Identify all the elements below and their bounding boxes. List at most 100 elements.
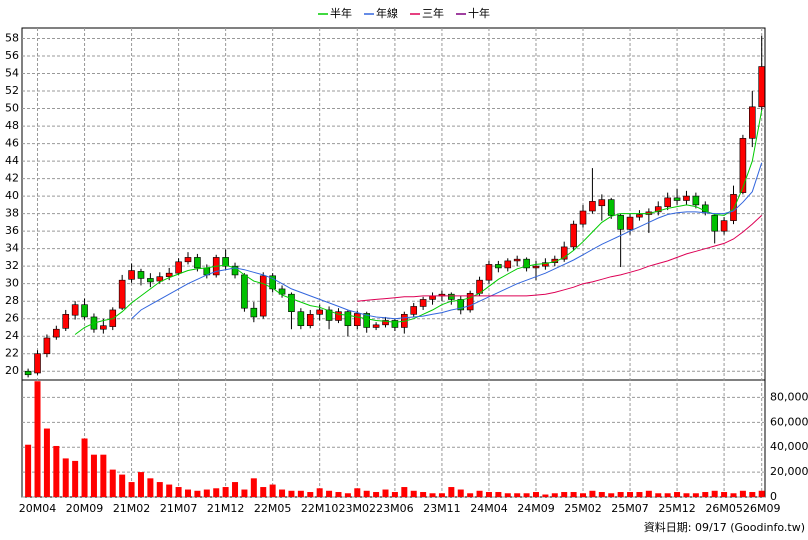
- volume-bar: [702, 492, 709, 497]
- volume-panel: [21, 379, 766, 498]
- volume-bar: [457, 489, 464, 497]
- x-tick-label: 24M04: [470, 502, 508, 515]
- y-tick-label: 54: [5, 67, 19, 80]
- candle-body: [165, 272, 173, 277]
- volume-bar: [382, 489, 389, 497]
- volume-bar: [401, 487, 408, 497]
- source-note: 資料日期: 09/17 (Goodinfo.tw): [644, 520, 805, 534]
- x-tick-label: 22M05: [254, 502, 292, 515]
- y-tick-label: 26: [5, 312, 19, 325]
- volume-bar: [81, 438, 88, 497]
- volume-bar: [730, 493, 737, 497]
- candle-body: [410, 306, 418, 315]
- candle-body: [542, 262, 549, 267]
- y-tick-label: 44: [5, 154, 19, 167]
- y-tick-label: 28: [5, 294, 19, 307]
- y2-tick-label: 20,000: [770, 465, 808, 478]
- volume-bar: [410, 490, 417, 497]
- volume-bar: [523, 493, 530, 497]
- candle-body: [372, 324, 380, 328]
- volume-bar: [109, 469, 116, 497]
- volume-bar: [589, 490, 596, 497]
- y-tick-label: 36: [5, 224, 19, 237]
- volume-bar: [269, 484, 276, 497]
- candle-body: [118, 279, 126, 309]
- volume-bar: [326, 490, 333, 497]
- y2-tick-label: 80,000: [770, 390, 808, 403]
- candle-body: [137, 271, 145, 279]
- y-tick-label: 20: [5, 364, 19, 377]
- x-tick-label: 23M06: [376, 502, 414, 515]
- volume-bar: [279, 489, 286, 497]
- volume-bar: [429, 493, 436, 497]
- volume-bar: [175, 487, 182, 497]
- candle-body: [617, 215, 624, 230]
- volume-bar: [137, 472, 144, 497]
- volume-bar: [119, 474, 126, 497]
- volume-bar: [184, 489, 191, 497]
- volume-bar: [608, 493, 615, 497]
- candle-body: [156, 276, 164, 282]
- candle-body: [34, 353, 41, 374]
- volume-bar: [467, 493, 474, 497]
- candle-body: [278, 288, 286, 295]
- volume-bar: [674, 492, 681, 497]
- candle-body: [24, 370, 32, 376]
- volume-bar: [692, 493, 699, 497]
- volume-bar: [504, 493, 511, 497]
- candle-body: [448, 293, 455, 300]
- candle-body: [683, 195, 690, 201]
- candle-body: [607, 199, 615, 216]
- volume-bar: [636, 492, 643, 497]
- volume-bar: [532, 492, 539, 497]
- y-tick-label: 34: [5, 242, 19, 255]
- y-tick-label: 46: [5, 137, 19, 150]
- y-tick-label: 22: [5, 347, 19, 360]
- x-tick-label: 21M02: [113, 502, 151, 515]
- volume-bar: [542, 494, 549, 497]
- volume-bar: [25, 444, 32, 497]
- volume-bar: [335, 492, 342, 497]
- volume-bar: [711, 490, 718, 497]
- x-tick-label: 20M09: [66, 502, 104, 515]
- candle-body: [739, 138, 747, 193]
- candle-body: [692, 195, 700, 206]
- volume-bar: [194, 490, 201, 497]
- candle-body: [147, 278, 154, 283]
- candle-body: [363, 313, 370, 328]
- y-tick-label: 32: [5, 259, 19, 272]
- candle-body: [419, 299, 427, 307]
- y-tick-label: 48: [5, 119, 19, 132]
- volume-bar: [222, 487, 229, 497]
- x-tick-label: 21M07: [160, 502, 198, 515]
- candle-body: [194, 257, 201, 269]
- volume-bar: [72, 460, 79, 497]
- volume-bar: [250, 478, 257, 497]
- candle-body: [269, 275, 276, 290]
- x-tick-label: 26M09: [743, 502, 781, 515]
- candle-body: [758, 66, 766, 108]
- volume-bar: [617, 492, 624, 497]
- volume-bar: [34, 381, 41, 497]
- candle-body: [259, 275, 267, 317]
- volume-bar: [721, 492, 728, 497]
- candle-body: [62, 314, 70, 329]
- x-tick-label: 26M05: [705, 502, 743, 515]
- x-tick-label: 20M04: [19, 502, 57, 515]
- y-tick-label: 52: [5, 84, 19, 97]
- y-tick-label: 42: [5, 172, 19, 185]
- volume-bar: [241, 489, 248, 497]
- y-tick-label: 30: [5, 277, 19, 290]
- volume-bar: [739, 490, 746, 497]
- candle-body: [100, 325, 107, 330]
- ma-line: [131, 162, 763, 320]
- volume-bar: [645, 490, 652, 497]
- volume-bar: [373, 492, 380, 497]
- candle-body: [589, 201, 596, 212]
- volume-bar: [213, 488, 220, 497]
- candle-body: [513, 258, 521, 262]
- legend-label: 三年: [422, 6, 444, 20]
- candle-body: [636, 214, 643, 218]
- candle-body: [128, 270, 135, 280]
- candle-body: [560, 246, 568, 260]
